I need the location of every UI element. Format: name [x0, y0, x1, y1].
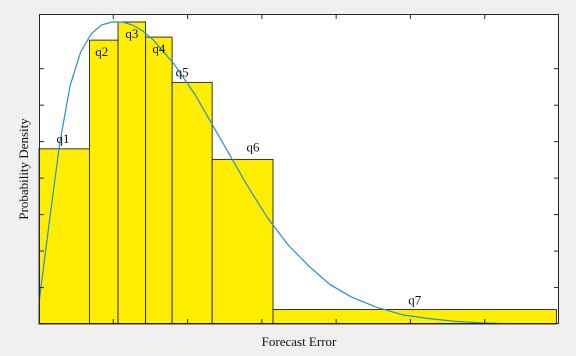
bar-label-q5: q5: [176, 64, 189, 79]
bar-label-q6: q6: [247, 139, 261, 154]
bar-label-q7: q7: [408, 293, 422, 308]
density-curve: [38, 21, 508, 325]
bar-q2: [88, 39, 119, 325]
bar-label-q4: q4: [152, 41, 166, 56]
bar-label-q2: q2: [95, 44, 108, 59]
bar-q3: [117, 21, 147, 325]
bar-q1: [38, 148, 90, 325]
bar-q4: [145, 36, 173, 325]
plot-frame: [39, 14, 559, 324]
bar-q5: [171, 81, 213, 325]
bar-label-q3: q3: [125, 26, 138, 41]
x-axis-label: Forecast Error: [262, 334, 337, 349]
bar-label-q1: q1: [57, 131, 70, 146]
bar-q6: [211, 158, 274, 325]
y-axis-label: Probability Density: [16, 118, 31, 220]
